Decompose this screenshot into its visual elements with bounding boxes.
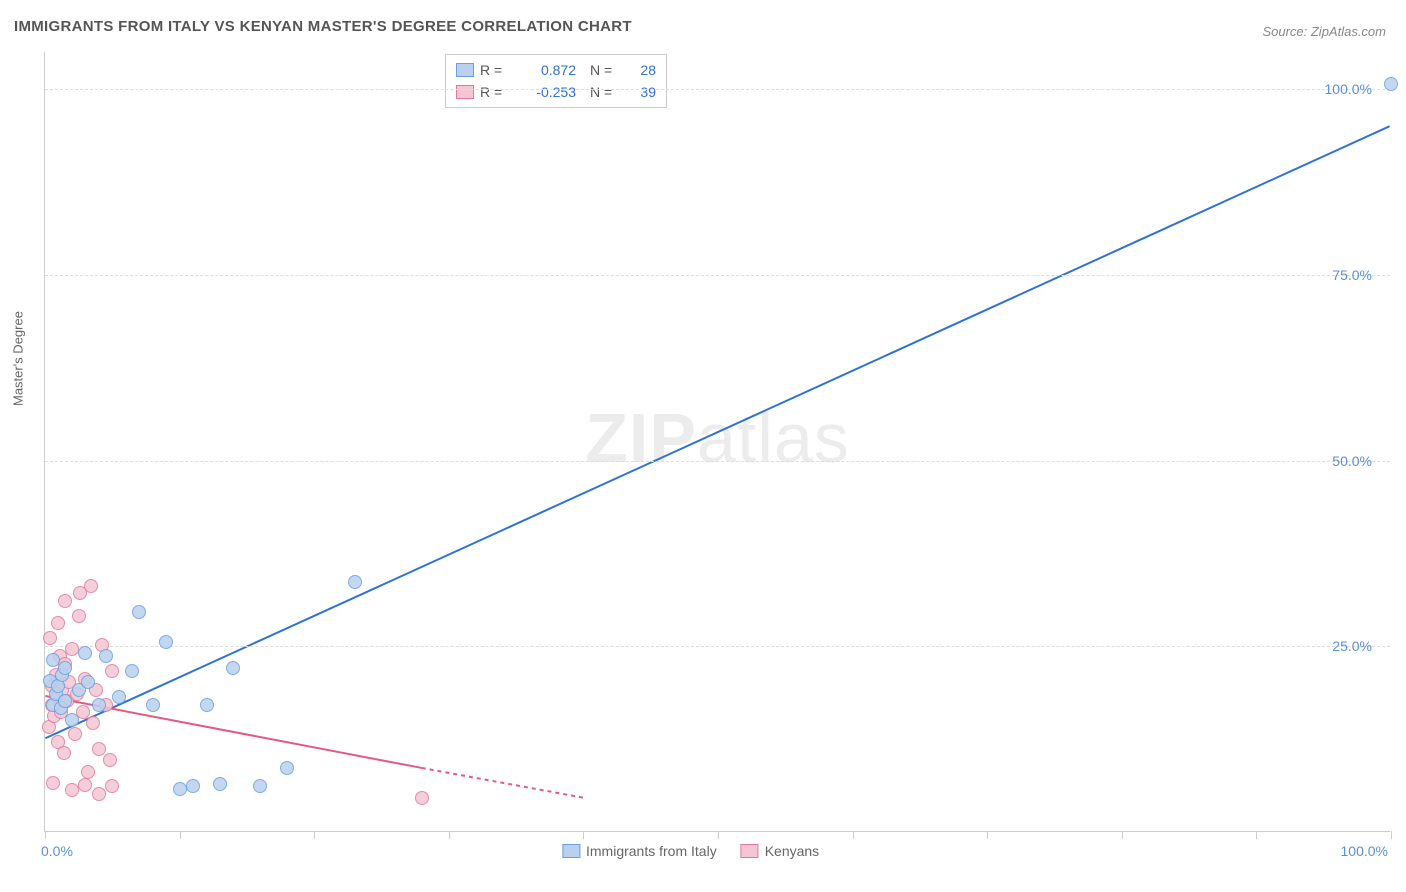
gridline (45, 89, 1390, 90)
data-point (86, 716, 100, 730)
regression-lines (45, 52, 1390, 831)
data-point (92, 742, 106, 756)
data-point (57, 746, 71, 760)
data-point (99, 649, 113, 663)
x-tick (987, 831, 988, 839)
data-point (348, 575, 362, 589)
data-point (65, 713, 79, 727)
x-tick (1391, 831, 1392, 839)
y-axis-label: Master's Degree (11, 311, 26, 406)
x-tick (314, 831, 315, 839)
data-point (65, 783, 79, 797)
data-point (200, 698, 214, 712)
data-point (146, 698, 160, 712)
x-tick (180, 831, 181, 839)
data-point (280, 761, 294, 775)
data-point (253, 779, 267, 793)
r-value-1: 0.872 (516, 62, 576, 78)
legend-bottom-swatch-2 (741, 844, 759, 858)
data-point (58, 594, 72, 608)
data-point (415, 791, 429, 805)
n-label: N = (590, 62, 620, 78)
source-value: ZipAtlas.com (1311, 24, 1386, 39)
legend-series-names: Immigrants from Italy Kenyans (562, 843, 819, 859)
chart-title: IMMIGRANTS FROM ITALY VS KENYAN MASTER'S… (14, 18, 632, 35)
data-point (81, 765, 95, 779)
source-attribution: Source: ZipAtlas.com (1262, 24, 1386, 39)
plot-area: ZIPatlas R = 0.872 N = 28 R = -0.253 N =… (44, 52, 1390, 832)
x-tick (1256, 831, 1257, 839)
legend-item-2: Kenyans (741, 843, 819, 859)
x-axis-end-label: 100.0% (1341, 843, 1388, 859)
x-tick (1122, 831, 1123, 839)
data-point (173, 782, 187, 796)
legend-row-series-2: R = -0.253 N = 39 (456, 81, 656, 103)
data-point (72, 609, 86, 623)
data-point (78, 646, 92, 660)
x-tick (718, 831, 719, 839)
legend-row-series-1: R = 0.872 N = 28 (456, 59, 656, 81)
data-point (132, 605, 146, 619)
legend-correlation-box: R = 0.872 N = 28 R = -0.253 N = 39 (445, 54, 667, 108)
data-point (68, 727, 82, 741)
data-point (112, 690, 126, 704)
legend-bottom-label-1: Immigrants from Italy (586, 843, 717, 859)
y-tick-label: 25.0% (1332, 638, 1372, 654)
x-axis-start-label: 0.0% (41, 843, 73, 859)
x-tick (853, 831, 854, 839)
y-tick-label: 100.0% (1325, 81, 1372, 97)
gridline (45, 461, 1390, 462)
data-point (125, 664, 139, 678)
data-point (159, 635, 173, 649)
gridline (45, 646, 1390, 647)
data-point (84, 579, 98, 593)
data-point (58, 661, 72, 675)
n-value-2: 39 (626, 84, 656, 100)
legend-bottom-swatch-1 (562, 844, 580, 858)
data-point (1384, 77, 1398, 91)
data-point (46, 776, 60, 790)
data-point (43, 631, 57, 645)
chart-container: IMMIGRANTS FROM ITALY VS KENYAN MASTER'S… (0, 0, 1406, 892)
r-label: R = (480, 84, 510, 100)
legend-bottom-label-2: Kenyans (765, 843, 819, 859)
data-point (92, 787, 106, 801)
n-label: N = (590, 84, 620, 100)
data-point (226, 661, 240, 675)
data-point (105, 779, 119, 793)
data-point (213, 777, 227, 791)
x-tick (45, 831, 46, 839)
y-tick-label: 50.0% (1332, 453, 1372, 469)
data-point (105, 664, 119, 678)
legend-swatch-2 (456, 85, 474, 99)
legend-swatch-1 (456, 63, 474, 77)
x-tick (449, 831, 450, 839)
x-tick (583, 831, 584, 839)
data-point (92, 698, 106, 712)
gridline (45, 275, 1390, 276)
r-value-2: -0.253 (516, 84, 576, 100)
r-label: R = (480, 62, 510, 78)
data-point (78, 778, 92, 792)
n-value-1: 28 (626, 62, 656, 78)
source-label: Source: (1262, 24, 1310, 39)
data-point (51, 616, 65, 630)
data-point (186, 779, 200, 793)
data-point (81, 675, 95, 689)
y-tick-label: 75.0% (1332, 267, 1372, 283)
data-point (65, 642, 79, 656)
data-point (58, 694, 72, 708)
legend-item-1: Immigrants from Italy (562, 843, 717, 859)
data-point (103, 753, 117, 767)
